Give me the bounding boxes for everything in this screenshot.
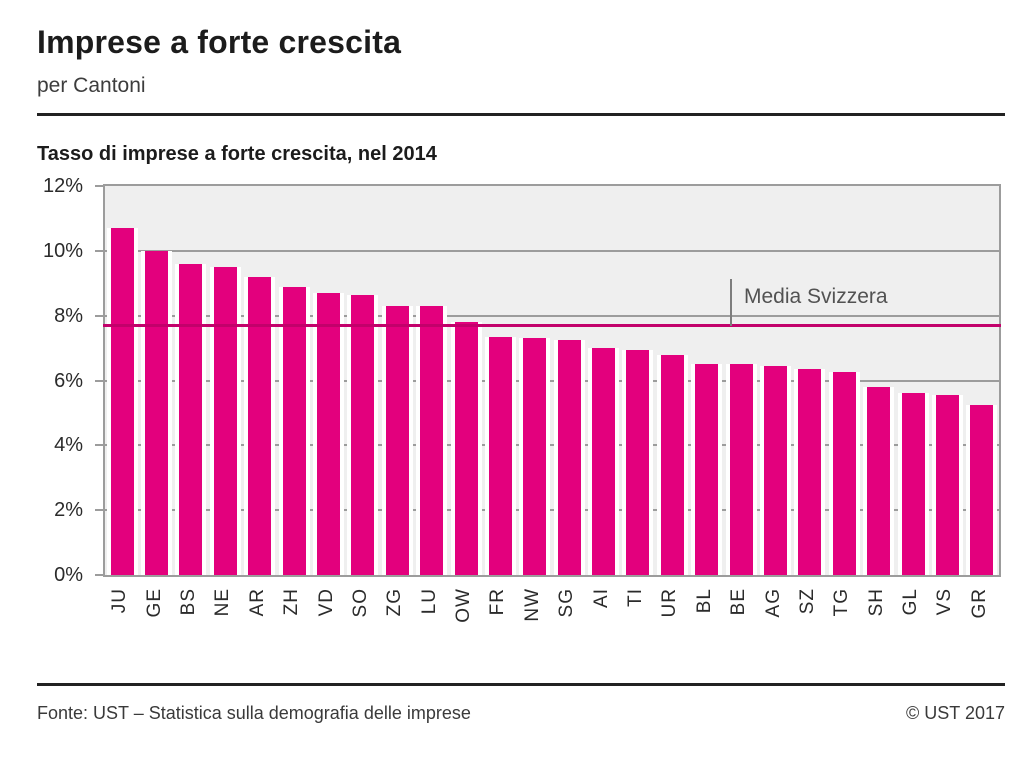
y-axis-label-6: 6% bbox=[54, 369, 83, 392]
x-axis-label-VS: VS bbox=[934, 588, 956, 616]
y-axis-label-2: 2% bbox=[54, 499, 83, 522]
y-axis-tick-0 bbox=[95, 574, 105, 576]
y-axis-label-4: 4% bbox=[54, 434, 83, 457]
bar-VD bbox=[313, 292, 344, 575]
x-axis-label-BE: BE bbox=[728, 588, 750, 616]
gridline-2 bbox=[105, 509, 999, 512]
y-axis-label-0: 0% bbox=[54, 564, 83, 586]
bar-BE bbox=[725, 364, 757, 575]
gridline-8 bbox=[105, 314, 999, 317]
footer-divider bbox=[37, 683, 1005, 686]
bar-AG bbox=[760, 365, 791, 575]
x-axis-label-NW: NW bbox=[521, 588, 543, 622]
bar-BL bbox=[691, 364, 723, 575]
bar-SG bbox=[553, 339, 585, 575]
x-axis-label-SZ: SZ bbox=[796, 588, 818, 615]
x-axis-label-TI: TI bbox=[624, 588, 646, 607]
y-axis-tick-10 bbox=[95, 249, 105, 252]
bar-NE bbox=[209, 267, 241, 575]
x-axis-label-SG: SG bbox=[556, 588, 578, 618]
page-subtitle: per Cantoni bbox=[37, 74, 146, 97]
bar-GL bbox=[897, 393, 929, 575]
bar-AI bbox=[588, 348, 620, 575]
bar-TG bbox=[828, 372, 860, 575]
bar-TI bbox=[622, 349, 654, 575]
y-axis-tick-6 bbox=[95, 379, 105, 382]
x-axis-label-AG: AG bbox=[762, 588, 784, 618]
y-axis-tick-8 bbox=[95, 314, 105, 317]
x-axis-label-JU: JU bbox=[109, 588, 131, 614]
bar-LU bbox=[416, 305, 448, 575]
bar-FR bbox=[484, 336, 516, 575]
bar-ZH bbox=[278, 286, 310, 575]
x-axis-label-GE: GE bbox=[143, 588, 165, 618]
x-axis-label-FR: FR bbox=[487, 588, 509, 616]
y-axis-label-10: 10% bbox=[42, 239, 83, 262]
bar-VS bbox=[931, 395, 963, 575]
gridline-4 bbox=[105, 444, 999, 447]
chart-title: Tasso di imprese a forte crescita, nel 2… bbox=[37, 143, 437, 165]
gridline-10 bbox=[105, 249, 999, 252]
plot-area: Media Svizzera bbox=[103, 184, 1001, 577]
y-axis-tick-4 bbox=[95, 444, 105, 447]
y-axis-label-12: 12% bbox=[42, 175, 83, 197]
x-axis-label-BL: BL bbox=[693, 588, 715, 614]
media-line bbox=[103, 324, 1001, 328]
bar-GE bbox=[141, 250, 173, 575]
bar-UR bbox=[656, 354, 688, 575]
x-axis-label-AI: AI bbox=[590, 588, 612, 608]
x-axis-label-UR: UR bbox=[659, 588, 681, 618]
y-axis-tick-12 bbox=[95, 185, 105, 187]
x-axis-label-ZH: ZH bbox=[281, 588, 303, 616]
media-line-marker bbox=[730, 279, 732, 326]
x-axis-label-VD: VD bbox=[315, 588, 337, 617]
x-axis-label-GR: GR bbox=[968, 588, 990, 619]
footer-copyright: © UST 2017 bbox=[906, 703, 1005, 723]
bar-AR bbox=[244, 276, 276, 575]
page-title: Imprese a forte crescita bbox=[37, 24, 402, 60]
bar-BS bbox=[175, 263, 207, 575]
x-axis-label-AR: AR bbox=[246, 588, 268, 617]
footer-source: Fonte: UST – Statistica sulla demografia… bbox=[37, 703, 471, 723]
bar-ZG bbox=[381, 305, 413, 575]
x-axis-label-TG: TG bbox=[831, 588, 853, 617]
bar-JU bbox=[106, 228, 138, 575]
content-column: Imprese a forte crescita per Cantoni Tas… bbox=[37, 0, 1005, 724]
media-line-label: Media Svizzera bbox=[744, 285, 888, 308]
x-axis-label-GL: GL bbox=[900, 588, 922, 616]
bar-SH bbox=[863, 386, 895, 575]
footer: Fonte: UST – Statistica sulla demografia… bbox=[37, 686, 1005, 724]
x-axis-label-BS: BS bbox=[177, 588, 199, 616]
bar-OW bbox=[450, 322, 482, 575]
bar-NW bbox=[519, 338, 551, 575]
bar-SZ bbox=[794, 369, 826, 575]
bar-GR bbox=[966, 404, 998, 575]
y-axis-tick-2 bbox=[95, 509, 105, 512]
chart: Media Svizzera JU GE BS NE AR ZH VD SO ZG LU OW FR N… bbox=[37, 172, 1005, 642]
x-axis-label-ZG: ZG bbox=[384, 588, 406, 617]
x-axis-label-NE: NE bbox=[212, 588, 234, 617]
x-axis-label-LU: LU bbox=[418, 588, 440, 615]
x-axis-label-OW: OW bbox=[453, 588, 475, 623]
x-axis-label-SH: SH bbox=[865, 588, 887, 617]
x-axis-label-SO: SO bbox=[349, 588, 371, 618]
x-axis-labels: JU GE BS NE AR ZH VD SO ZG LU OW FR NW SG AI TI UR BL BE AG… bbox=[103, 588, 997, 644]
bar-SO bbox=[347, 294, 379, 575]
gridline-6 bbox=[105, 379, 999, 382]
y-axis-label-8: 8% bbox=[54, 304, 83, 327]
header-divider bbox=[37, 113, 1005, 116]
